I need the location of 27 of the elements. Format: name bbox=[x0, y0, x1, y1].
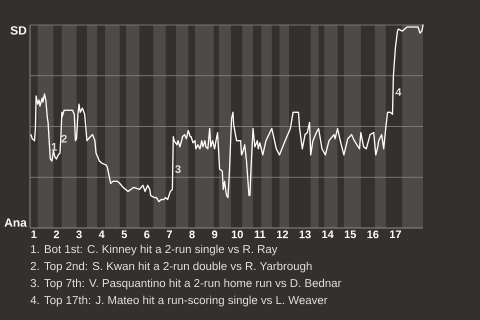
x-tick-label: 15 bbox=[344, 230, 356, 238]
x-tick-label: 4 bbox=[98, 230, 105, 238]
annotation: 1 bbox=[52, 143, 57, 151]
x-tick-label: 13 bbox=[300, 230, 311, 238]
x-tick-label: 12 bbox=[277, 230, 288, 238]
annotation: 3 bbox=[175, 165, 181, 174]
annotation: 2 bbox=[61, 134, 67, 143]
x-tick-label: 9 bbox=[212, 230, 218, 238]
text: SD bbox=[10, 26, 26, 35]
x-tick-label: 8 bbox=[189, 230, 195, 238]
text: 1. Bot 1st: C. Kinney hit a 2-run single vs R. Ray bbox=[31, 244, 278, 256]
text: 3. Top 7th: V. Pasquantino hit a 2-run home run vs D. Bednar bbox=[30, 278, 342, 290]
text: Ana bbox=[4, 218, 27, 227]
text: 2. Top 2nd: S. Kwan hit a 2-run double vs R. Yarbrough bbox=[30, 262, 312, 272]
annotation: 4 bbox=[395, 88, 402, 96]
x-tick-label: 5 bbox=[122, 230, 127, 238]
x-tick-label: 10 bbox=[232, 230, 243, 238]
x-tick-label: 3 bbox=[76, 230, 82, 238]
x-tick-label: 11 bbox=[254, 230, 266, 238]
text: 4. Top 17th: J. Mateo hit a run-scoring single vs L. Weaver bbox=[30, 296, 328, 306]
x-tick-label: 17 bbox=[390, 230, 402, 238]
x-tick-label: 7 bbox=[166, 230, 172, 238]
x-tick-label: 1 bbox=[31, 230, 37, 238]
x-tick-label: 16 bbox=[367, 230, 379, 238]
x-tick-label: 6 bbox=[144, 230, 150, 238]
x-tick-label: 14 bbox=[322, 230, 334, 238]
x-tick-label: 2 bbox=[54, 230, 60, 238]
